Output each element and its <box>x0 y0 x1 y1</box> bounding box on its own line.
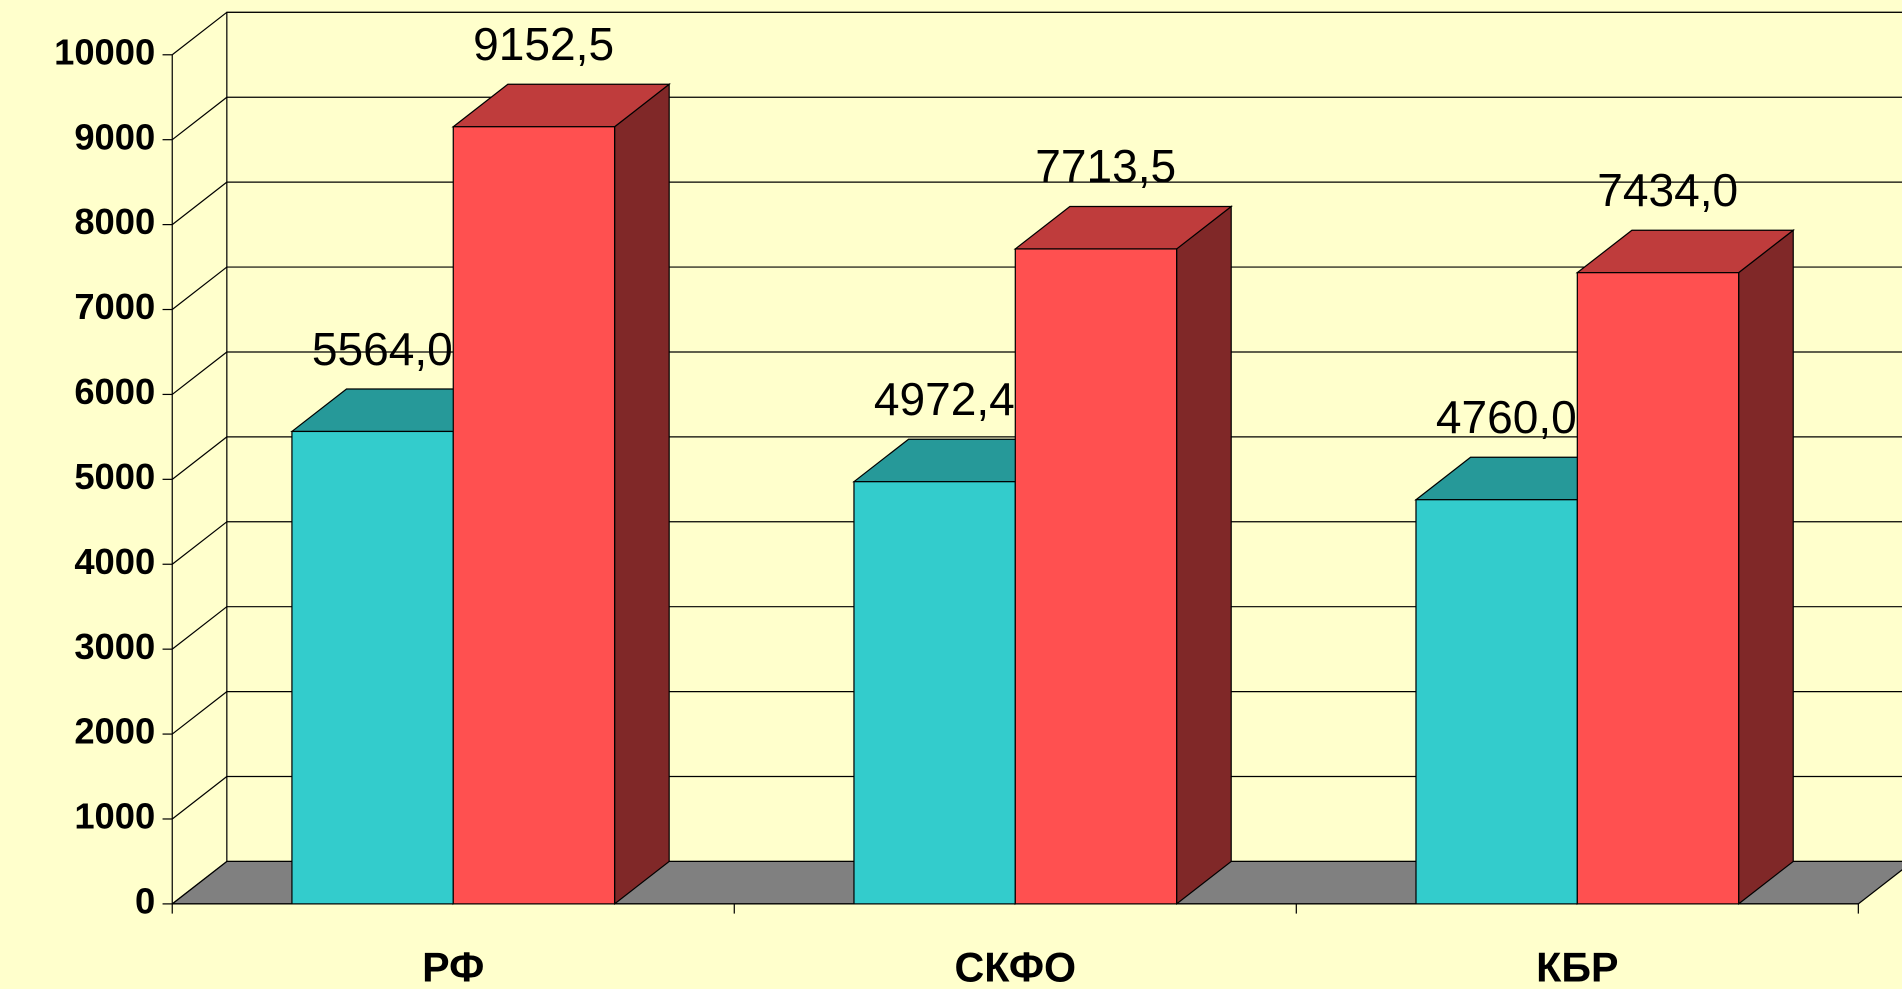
grid-line <box>171 351 228 395</box>
data-label: 7713,5 <box>1035 140 1176 192</box>
bar <box>853 481 1016 905</box>
y-tick-label: 3000 <box>74 626 155 667</box>
grid-line <box>171 776 228 820</box>
y-tick-label: 7000 <box>74 286 155 327</box>
grid-line <box>171 691 228 735</box>
grid-line <box>171 11 228 56</box>
y-tick-label: 1000 <box>74 796 155 837</box>
y-tick-label: 4000 <box>74 541 155 582</box>
grid-line <box>171 96 228 141</box>
grid-line <box>171 606 228 650</box>
grid-line <box>171 266 228 310</box>
y-tick-label: 2000 <box>74 711 155 752</box>
bar <box>1014 248 1178 905</box>
data-label: 4760,0 <box>1436 391 1577 443</box>
y-tick-label: 10000 <box>54 31 155 72</box>
bar <box>1576 272 1740 905</box>
data-label: 7434,0 <box>1597 164 1738 216</box>
y-tick-label: 8000 <box>74 201 155 242</box>
bar-side <box>1738 228 1794 906</box>
bar-side <box>1176 205 1232 906</box>
x-tick-label: СКФО <box>954 944 1076 989</box>
y-tick-label: 6000 <box>74 371 155 412</box>
data-label: 4972,4 <box>874 373 1015 425</box>
data-label: 9152,5 <box>473 18 614 70</box>
grid-line <box>171 521 228 565</box>
x-tick-label: КБР <box>1536 944 1618 989</box>
bar <box>1415 499 1578 905</box>
grid-line <box>171 860 228 905</box>
y-tick-label: 0 <box>135 881 155 922</box>
bar-side <box>613 83 670 906</box>
bar <box>291 430 454 905</box>
bar <box>452 126 616 905</box>
x-tick-label: РФ <box>422 944 484 989</box>
grid-line <box>171 436 228 480</box>
y-tick-label: 5000 <box>74 456 155 497</box>
grid-line <box>171 181 228 226</box>
y-tick-label: 9000 <box>74 116 155 157</box>
data-label: 5564,0 <box>312 323 453 375</box>
